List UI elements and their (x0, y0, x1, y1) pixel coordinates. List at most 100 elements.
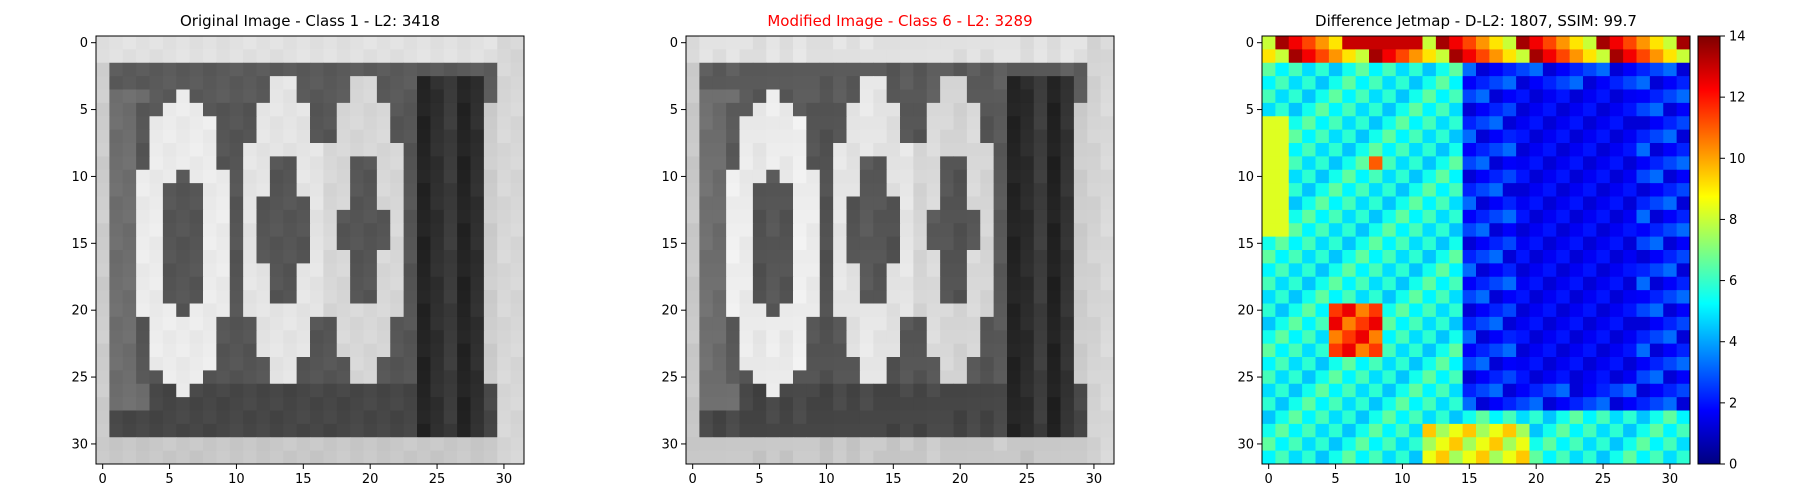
heatmap-cell (1609, 76, 1624, 90)
heatmap-cell (1449, 250, 1464, 264)
heatmap-cell (1007, 156, 1021, 171)
heatmap-cell (819, 196, 834, 211)
heatmap-cell (1462, 116, 1477, 131)
heatmap-cell (109, 450, 124, 465)
heatmap-cell (323, 156, 338, 171)
heatmap-cell (417, 383, 431, 398)
heatmap-cell (457, 357, 471, 371)
heatmap-cell (686, 343, 700, 358)
heatmap-cell (900, 370, 914, 385)
heatmap-cell (859, 250, 874, 264)
heatmap-cell (793, 89, 807, 104)
heatmap-cell (229, 397, 244, 411)
heatmap-cell (350, 343, 364, 358)
heatmap-cell (739, 303, 754, 318)
heatmap-cell (256, 330, 271, 345)
heatmap-cell (457, 196, 471, 211)
heatmap-cell (739, 250, 754, 264)
heatmap-cell (443, 196, 458, 211)
heatmap-cell (1636, 116, 1651, 131)
heatmap-cell (457, 36, 471, 50)
heatmap-cell (310, 89, 324, 104)
heatmap-cell (1395, 290, 1410, 304)
heatmap-cell (403, 357, 418, 371)
heatmap-cell (1556, 49, 1571, 64)
heatmap-cell (739, 330, 754, 345)
heatmap-cell (243, 183, 257, 197)
heatmap-cell (189, 410, 204, 425)
heatmap-cell (819, 290, 834, 304)
heatmap-cell (470, 76, 485, 90)
heatmap-cell (953, 156, 968, 171)
heatmap-cell (1556, 357, 1571, 371)
heatmap-cell (1422, 397, 1437, 411)
heatmap-cell (833, 156, 847, 171)
heatmap-cell (122, 357, 137, 371)
heatmap-cell (310, 49, 324, 64)
heatmap-cell (966, 49, 981, 64)
heatmap-cell (900, 223, 914, 238)
heatmap-cell (712, 357, 727, 371)
heatmap-cell (739, 450, 754, 465)
heatmap-cell (1033, 316, 1048, 331)
heatmap-cell (1609, 263, 1624, 278)
heatmap-cell (96, 303, 110, 318)
heatmap-cell (913, 423, 928, 438)
heatmap-cell (403, 76, 418, 90)
heatmap-cell (712, 290, 727, 304)
heatmap-cell (1542, 303, 1557, 318)
x-tick-label: 25 (1595, 472, 1612, 487)
heatmap-cell (1033, 49, 1048, 64)
heatmap-cell (1542, 89, 1557, 104)
heatmap-cell (1676, 383, 1691, 398)
heatmap-cell (819, 410, 834, 425)
heatmap-cell (497, 209, 512, 224)
heatmap-cell (336, 370, 351, 385)
heatmap-cell (1328, 143, 1343, 157)
heatmap-cell (806, 49, 821, 64)
heatmap-cell (216, 116, 231, 131)
heatmap-cell (1529, 370, 1544, 385)
heatmap-cell (189, 76, 204, 90)
heatmap-cell (256, 290, 271, 304)
heatmap-cell (136, 223, 150, 238)
heatmap-cell (726, 303, 740, 318)
heatmap-cell (1073, 196, 1088, 211)
heatmap-cell (283, 169, 298, 184)
heatmap-cell (1569, 36, 1584, 50)
heatmap-cell (510, 36, 525, 50)
heatmap-cell (1087, 49, 1102, 64)
heatmap-cell (510, 423, 525, 438)
heatmap-cell (1676, 450, 1691, 465)
heatmap-cell (1636, 143, 1651, 157)
heatmap-cell (122, 450, 137, 465)
heatmap-cell (443, 437, 458, 452)
heatmap-cell (686, 437, 700, 452)
heatmap-cell (712, 49, 727, 64)
heatmap-cell (686, 250, 700, 264)
heatmap-cell (846, 410, 861, 425)
x-tick-label: 30 (496, 472, 513, 487)
heatmap-cell (1476, 357, 1490, 371)
heatmap-cell (310, 129, 324, 144)
heatmap-cell (1636, 343, 1651, 358)
heatmap-cell (256, 183, 271, 197)
heatmap-cell (819, 316, 834, 331)
heatmap-cell (1395, 129, 1410, 144)
heatmap-cell (1100, 370, 1115, 385)
heatmap-cell (1636, 383, 1651, 398)
heatmap-cell (149, 116, 164, 131)
heatmap-cell (712, 129, 727, 144)
heatmap-cell (1100, 89, 1115, 104)
heatmap-cell (1556, 290, 1571, 304)
heatmap-cell (1020, 76, 1035, 90)
heatmap-cell (900, 303, 914, 318)
heatmap-cell (1542, 36, 1557, 50)
heatmap-cell (136, 62, 150, 77)
heatmap-cell (913, 316, 928, 331)
heatmap-cell (1435, 383, 1450, 398)
heatmap-cell (376, 129, 391, 144)
heatmap-cell (1449, 263, 1464, 278)
heatmap-cell (1676, 236, 1691, 251)
